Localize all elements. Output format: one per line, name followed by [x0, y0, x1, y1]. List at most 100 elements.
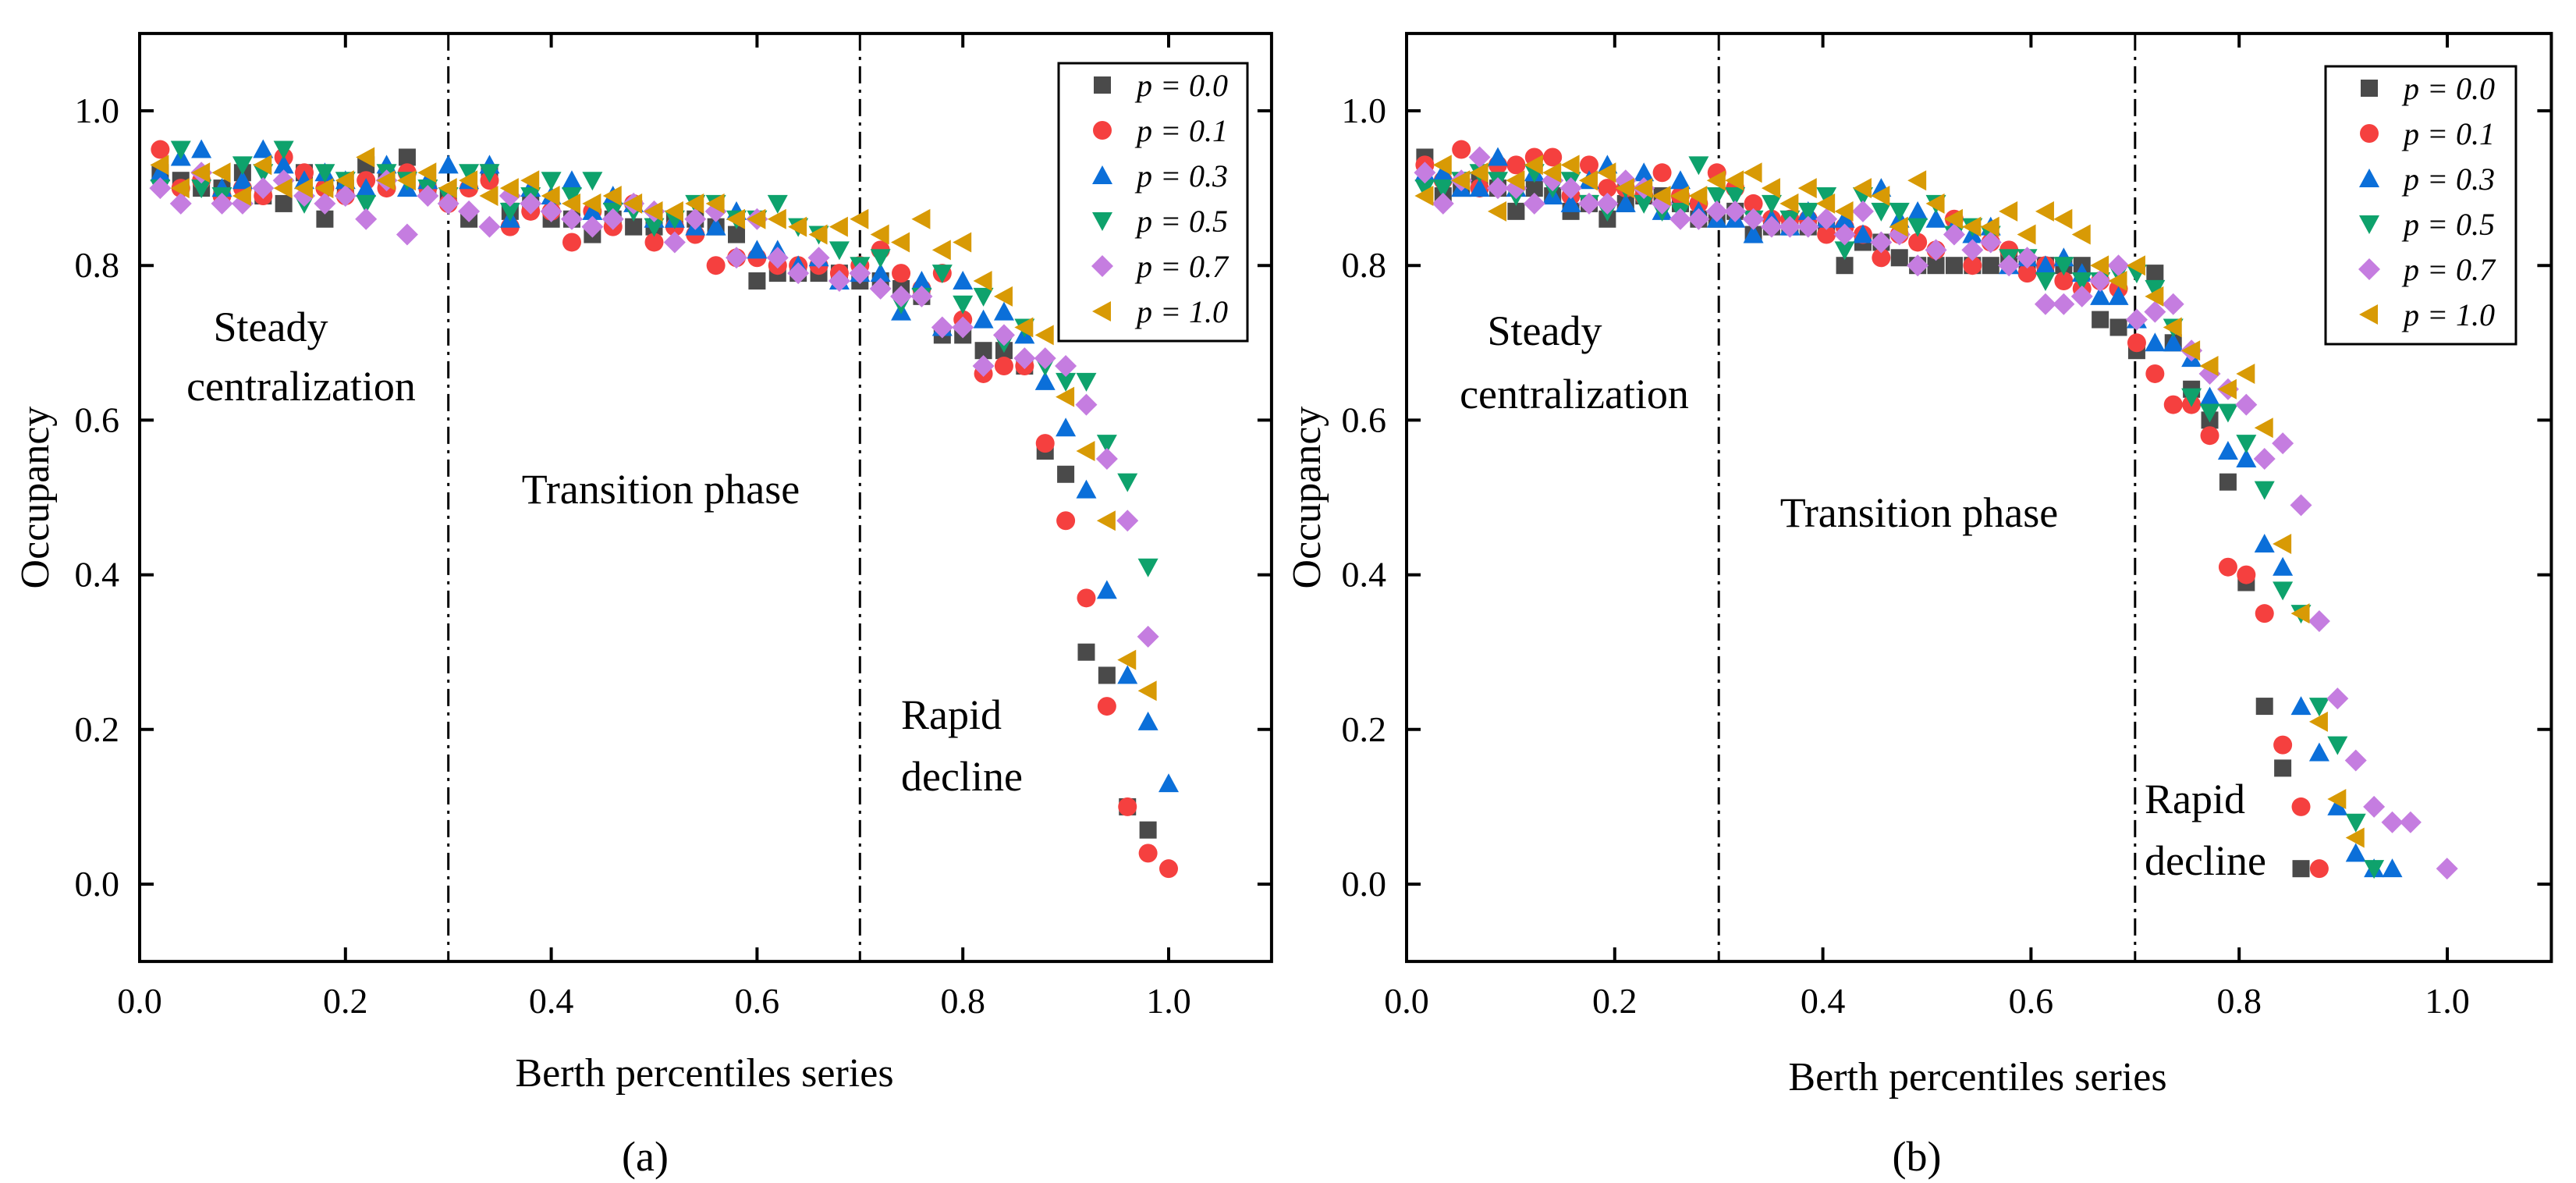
data-point [1907, 254, 1929, 277]
y-tick-label: 0.0 [1342, 864, 1387, 904]
data-point [829, 241, 850, 261]
data-point [459, 164, 480, 183]
data-point [1706, 187, 1727, 207]
data-point [931, 240, 951, 261]
data-point [1597, 162, 1616, 183]
data-point [1118, 797, 1137, 816]
legend-marker-p7 [1091, 255, 1113, 277]
data-point [2016, 247, 2038, 269]
data-point [2345, 843, 2366, 862]
data-point [726, 247, 748, 269]
data-point [1077, 588, 1096, 608]
legend-label: p = 0.3 [2401, 162, 2495, 197]
legend-label: p = 0.0 [1134, 68, 1228, 103]
data-point [1468, 146, 1491, 169]
data-point [2327, 736, 2348, 755]
data-point [499, 178, 519, 199]
data-point [1432, 162, 1453, 182]
data-point [1651, 192, 1673, 215]
data-point [2273, 556, 2294, 576]
data-point [273, 178, 293, 199]
data-point [767, 194, 788, 214]
phase-annotation: Rapid [2145, 776, 2245, 822]
data-point [1925, 239, 1947, 261]
data-point [2436, 858, 2458, 880]
data-point [2254, 481, 2275, 500]
data-point [1962, 216, 1982, 237]
legend-label: p = 0.7 [1134, 249, 1229, 284]
panel-caption: (b) [1893, 1133, 1942, 1180]
data-point [1852, 178, 1872, 199]
data-point [1579, 155, 1598, 175]
data-point [2345, 813, 2366, 833]
data-point [726, 208, 746, 229]
y-tick-label: 1.0 [1342, 91, 1387, 130]
data-point [2272, 432, 2294, 455]
data-point [973, 309, 994, 329]
data-point [396, 170, 416, 191]
data-point [1871, 202, 1892, 222]
data-point [2034, 293, 2056, 315]
data-point [376, 170, 396, 191]
data-point [2290, 696, 2312, 716]
data-point [2399, 811, 2422, 833]
data-point [1035, 434, 1055, 453]
data-point [1943, 223, 1965, 246]
data-point [1908, 233, 1928, 252]
data-point [644, 201, 663, 222]
data-point [1816, 193, 1836, 214]
data-point [1851, 200, 1874, 222]
data-point [1116, 510, 1139, 532]
data-point [972, 355, 995, 378]
data-point [1797, 178, 1817, 199]
data-point [870, 249, 891, 268]
data-point [2146, 265, 2164, 282]
data-point [1889, 216, 1908, 237]
data-point [1055, 355, 1077, 378]
data-point [1158, 773, 1179, 793]
data-point [561, 193, 580, 214]
data-point [150, 155, 169, 176]
data-point [2308, 698, 2329, 717]
y-tick-label: 0.6 [75, 400, 120, 439]
data-point [314, 164, 335, 183]
data-point [1451, 170, 1471, 191]
data-point [2125, 308, 2148, 331]
data-point [1999, 201, 2018, 222]
data-point [459, 170, 478, 191]
data-point [2290, 494, 2312, 517]
data-point [891, 232, 910, 253]
data-point [252, 177, 275, 200]
data-point [149, 177, 172, 200]
data-point [1980, 216, 1999, 237]
data-point [1034, 371, 1056, 390]
data-point [1907, 218, 1928, 237]
data-point [356, 178, 377, 197]
data-point [2199, 403, 2220, 423]
data-point [253, 155, 272, 176]
data-point [1816, 187, 1837, 207]
data-point [2090, 286, 2111, 305]
data-point [191, 139, 212, 158]
data-point [2273, 581, 2294, 601]
data-point [1615, 178, 1634, 199]
data-point [1096, 435, 1117, 454]
legend-label: p = 0.3 [1134, 158, 1228, 194]
data-point [1543, 147, 1563, 167]
data-point [1523, 192, 1545, 215]
data-point [828, 270, 850, 293]
data-point [2274, 759, 2292, 777]
data-point [1098, 666, 1116, 684]
data-point [316, 210, 334, 228]
data-point [582, 172, 603, 191]
data-point [1159, 859, 1178, 879]
panel-caption: (a) [622, 1133, 669, 1180]
legend-marker-p5 [1092, 212, 1112, 231]
data-point [869, 277, 892, 300]
data-point [2053, 293, 2075, 315]
data-point [1034, 325, 1054, 346]
x-tick-label: 0.2 [1592, 981, 1637, 1021]
data-point [1907, 201, 1928, 220]
y-tick-label: 0.8 [75, 245, 120, 285]
data-point [1507, 202, 1525, 220]
